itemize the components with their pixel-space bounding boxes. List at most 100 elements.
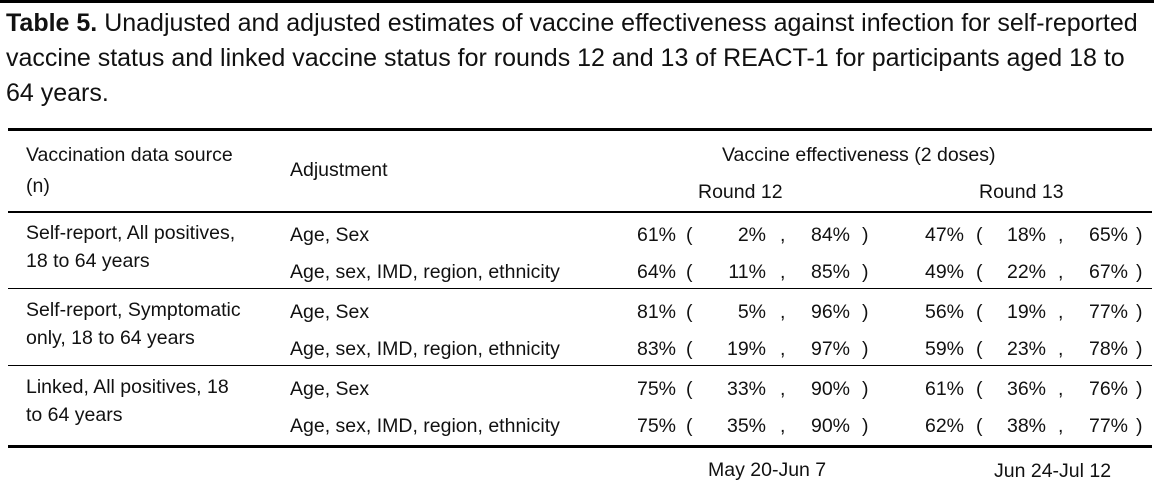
r12-upper-ci: 96% (810, 301, 850, 323)
r13-lower-ci: 23% (1006, 338, 1046, 360)
r12-comma: , (780, 224, 786, 246)
r13-close-paren: ) (1136, 415, 1143, 437)
r12-comma: , (780, 261, 786, 283)
header-adjustment: Adjustment (290, 159, 388, 181)
footer-round12-dates: May 20-Jun 7 (708, 459, 827, 481)
r12-lower-ci: 33% (726, 378, 766, 400)
adjustment-cell: Age, Sex (290, 301, 370, 323)
r13-close-paren: ) (1136, 378, 1143, 400)
header-round12: Round 12 (698, 181, 783, 203)
header-ve-title: Vaccine effectiveness (2 doses) (722, 144, 996, 166)
r12-open-paren: ( (686, 224, 693, 246)
r12-close-paren: ) (862, 338, 869, 360)
r12-open-paren: ( (686, 301, 693, 323)
r12-lower-ci: 19% (726, 338, 766, 360)
r13-comma: , (1058, 378, 1064, 400)
r13-lower-ci: 22% (1006, 261, 1046, 283)
source-line2: only, 18 to 64 years (26, 327, 195, 349)
r12-close-paren: ) (862, 301, 869, 323)
r13-close-paren: ) (1136, 301, 1143, 323)
r12-open-paren: ( (686, 338, 693, 360)
r12-lower-ci: 2% (737, 224, 766, 246)
r13-upper-ci: 67% (1088, 261, 1128, 283)
table-bottom-rule (8, 445, 1152, 448)
r12-estimate: 75% (636, 415, 676, 437)
r12-open-paren: ( (686, 378, 693, 400)
r13-open-paren: ( (976, 301, 983, 323)
r12-estimate: 75% (636, 378, 676, 400)
r12-upper-ci: 97% (810, 338, 850, 360)
table-top-rule (8, 128, 1152, 131)
footer-round13-dates: Jun 24-Jul 12 (994, 460, 1112, 482)
r12-upper-ci: 90% (810, 415, 850, 437)
table-header-rule (8, 211, 1152, 213)
r13-open-paren: ( (976, 224, 983, 246)
r12-upper-ci: 85% (810, 261, 850, 283)
group-separator (8, 365, 1152, 366)
r12-close-paren: ) (862, 261, 869, 283)
source-line1: Linked, All positives, 18 (26, 376, 229, 398)
r12-estimate: 64% (636, 261, 676, 283)
adjustment-cell: Age, sex, IMD, region, ethnicity (290, 415, 560, 437)
r13-estimate: 61% (924, 378, 964, 400)
adjustment-cell: Age, sex, IMD, region, ethnicity (290, 338, 560, 360)
header-round13: Round 13 (979, 181, 1064, 203)
source-line2: to 64 years (26, 404, 123, 426)
r13-lower-ci: 19% (1006, 301, 1046, 323)
r12-estimate: 83% (636, 338, 676, 360)
r12-upper-ci: 90% (810, 378, 850, 400)
r13-estimate: 56% (924, 301, 964, 323)
r13-comma: , (1058, 261, 1064, 283)
header-source-line1: Vaccination data source (26, 144, 233, 166)
r12-estimate: 61% (636, 224, 676, 246)
r13-estimate: 59% (924, 338, 964, 360)
table-caption: Table 5. Unadjusted and adjusted estimat… (6, 6, 1146, 111)
r12-comma: , (780, 415, 786, 437)
source-line1: Self-report, Symptomatic (26, 299, 241, 321)
source-line2: 18 to 64 years (26, 250, 150, 272)
r13-close-paren: ) (1136, 261, 1143, 283)
r13-estimate: 49% (924, 261, 964, 283)
r13-lower-ci: 36% (1006, 378, 1046, 400)
r12-comma: , (780, 338, 786, 360)
r12-close-paren: ) (862, 224, 869, 246)
r13-estimate: 47% (924, 224, 964, 246)
r13-comma: , (1058, 224, 1064, 246)
header-source-line2: (n) (26, 175, 50, 197)
source-line1: Self-report, All positives, (26, 222, 236, 244)
r13-open-paren: ( (976, 261, 983, 283)
adjustment-cell: Age, sex, IMD, region, ethnicity (290, 261, 560, 283)
r13-estimate: 62% (924, 415, 964, 437)
r13-open-paren: ( (976, 338, 983, 360)
caption-label: Table 5. (6, 9, 98, 37)
r13-comma: , (1058, 301, 1064, 323)
r12-upper-ci: 84% (810, 224, 850, 246)
caption-text: Unadjusted and adjusted estimates of vac… (6, 9, 1138, 107)
r12-lower-ci: 35% (726, 415, 766, 437)
r13-close-paren: ) (1136, 338, 1143, 360)
r12-close-paren: ) (862, 415, 869, 437)
r13-upper-ci: 78% (1088, 338, 1128, 360)
r12-lower-ci: 5% (737, 301, 766, 323)
top-border (0, 0, 1154, 3)
r12-lower-ci: 11% (728, 261, 766, 283)
r12-close-paren: ) (862, 378, 869, 400)
r13-close-paren: ) (1136, 224, 1143, 246)
r12-comma: , (780, 301, 786, 323)
r13-lower-ci: 38% (1006, 415, 1046, 437)
r12-estimate: 81% (636, 301, 676, 323)
r12-comma: , (780, 378, 786, 400)
r12-open-paren: ( (686, 261, 693, 283)
group-separator (8, 288, 1152, 289)
r13-open-paren: ( (976, 378, 983, 400)
adjustment-cell: Age, Sex (290, 224, 370, 246)
r13-upper-ci: 77% (1088, 415, 1128, 437)
r13-comma: , (1058, 338, 1064, 360)
r13-lower-ci: 18% (1006, 224, 1046, 246)
r13-open-paren: ( (976, 415, 983, 437)
r12-open-paren: ( (686, 415, 693, 437)
r13-upper-ci: 76% (1088, 378, 1128, 400)
r13-comma: , (1058, 415, 1064, 437)
r13-upper-ci: 77% (1088, 301, 1128, 323)
r13-upper-ci: 65% (1088, 224, 1128, 246)
